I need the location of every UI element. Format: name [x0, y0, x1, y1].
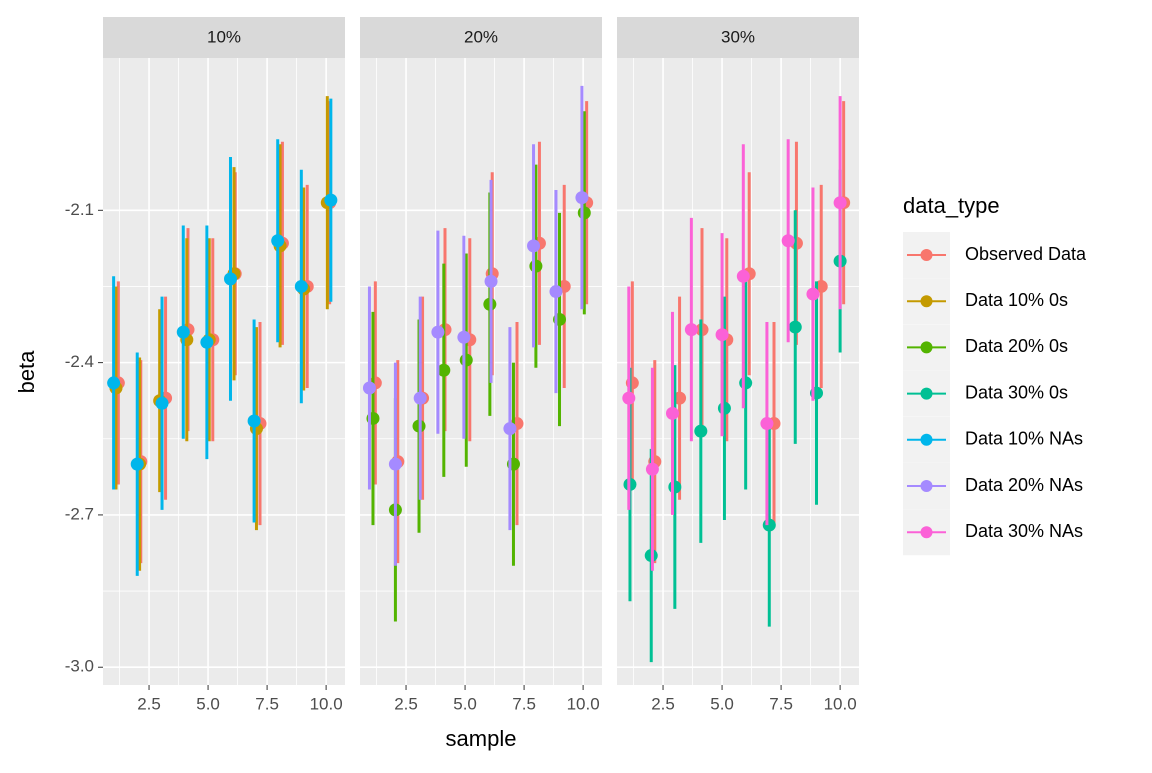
point [806, 287, 820, 301]
x-tick-label: 5.0 [710, 694, 734, 713]
strip-background [103, 17, 345, 58]
point [223, 272, 237, 286]
point [527, 239, 541, 253]
legend-label: Data 30% NAs [965, 521, 1083, 541]
point [176, 325, 190, 339]
point [107, 376, 121, 390]
legend-label: Data 20% NAs [965, 475, 1083, 495]
x-tick-label: 5.0 [196, 694, 220, 713]
legend-label: Data 30% 0s [965, 382, 1068, 402]
legend-label: Data 10% NAs [965, 429, 1083, 449]
strip-label: 30% [721, 27, 755, 46]
point [645, 462, 659, 476]
strip-label: 10% [207, 27, 241, 46]
legend-key-point [920, 480, 933, 492]
legend-key-point [920, 433, 933, 446]
point [575, 191, 589, 205]
point [684, 323, 698, 337]
legend-title: data_type [903, 193, 1000, 218]
point [833, 196, 847, 210]
y-tick-label: -3.0 [65, 657, 94, 676]
point [529, 259, 543, 273]
point [459, 353, 473, 367]
x-tick-label: 10.0 [824, 694, 857, 713]
point [762, 518, 776, 532]
point [457, 330, 471, 344]
legend-label: Data 10% 0s [965, 290, 1068, 310]
x-tick-label: 10.0 [567, 694, 600, 713]
y-tick-label: -2.4 [65, 352, 94, 371]
legend-key-point [920, 341, 933, 354]
point [247, 414, 261, 428]
x-tick-label: 5.0 [453, 694, 477, 713]
point [577, 206, 591, 220]
point [200, 335, 214, 349]
point [130, 457, 144, 471]
x-tick-label: 10.0 [310, 694, 343, 713]
point [388, 457, 402, 471]
point [324, 193, 338, 207]
legend-key-point [920, 387, 933, 400]
x-tick-label: 7.5 [255, 694, 279, 713]
point [665, 406, 679, 420]
x-tick-label: 7.5 [769, 694, 793, 713]
point [739, 376, 753, 390]
point [736, 269, 750, 283]
point [715, 328, 729, 342]
legend-key-point [920, 249, 933, 261]
point [781, 234, 795, 248]
point [622, 391, 636, 405]
legend-key-point [920, 526, 933, 539]
x-tick-label: 2.5 [137, 694, 161, 713]
point [694, 424, 708, 438]
point [717, 401, 731, 415]
panel-background [360, 58, 602, 685]
point [155, 396, 169, 410]
point [294, 279, 308, 293]
point [503, 422, 517, 436]
y-axis-label: beta [14, 350, 39, 394]
point [760, 417, 774, 431]
point [271, 234, 285, 248]
y-tick-label: -2.7 [65, 504, 94, 523]
strip-background [360, 17, 602, 58]
strip-label: 20% [464, 27, 498, 46]
strip-background [617, 17, 859, 58]
point [668, 480, 682, 494]
legend-label: Observed Data [965, 244, 1087, 264]
point [788, 320, 802, 334]
x-tick-label: 7.5 [512, 694, 536, 713]
point [362, 381, 376, 395]
point [413, 391, 427, 405]
panel-background [617, 58, 859, 685]
y-tick-label: -2.1 [65, 200, 94, 219]
point [431, 325, 445, 339]
point [549, 285, 563, 299]
legend-label: Data 20% 0s [965, 336, 1068, 356]
point [437, 363, 451, 377]
x-tick-label: 2.5 [394, 694, 418, 713]
x-tick-label: 2.5 [651, 694, 675, 713]
x-axis-label: sample [446, 726, 517, 751]
point [484, 274, 498, 288]
legend-key-point [920, 295, 933, 308]
